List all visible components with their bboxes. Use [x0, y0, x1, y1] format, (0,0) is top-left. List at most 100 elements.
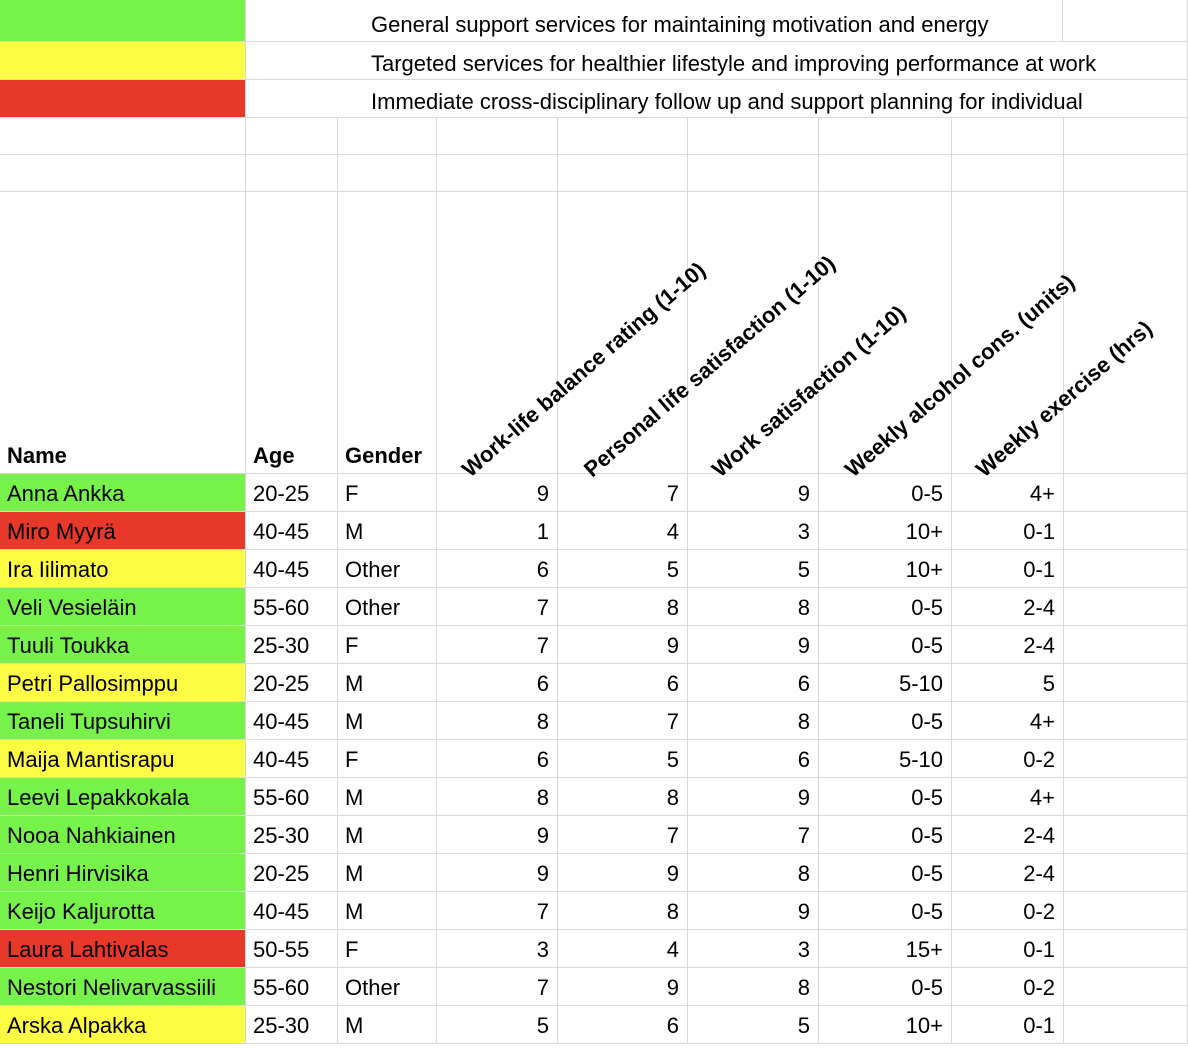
- table-row[interactable]: Keijo Kaljurotta 40-45 M 7 8 9 0-5 0-2: [0, 892, 1188, 930]
- cell[interactable]: [338, 155, 437, 192]
- cell[interactable]: [1064, 664, 1188, 702]
- table-row[interactable]: Laura Lahtivalas 50-55 F 3 4 3 15+ 0-1: [0, 930, 1188, 968]
- cell-worklife[interactable]: 8: [437, 702, 558, 740]
- cell-work[interactable]: 3: [688, 512, 819, 550]
- cell-name[interactable]: Nooa Nahkiainen: [0, 816, 246, 854]
- cell-alcohol[interactable]: 5-10: [819, 664, 952, 702]
- cell-alcohol[interactable]: 0-5: [819, 892, 952, 930]
- table-row[interactable]: Anna Ankka 20-25 F 9 7 9 0-5 4+: [0, 474, 1188, 512]
- cell-age[interactable]: 40-45: [246, 702, 338, 740]
- cell-exercise[interactable]: 2-4: [952, 588, 1064, 626]
- cell-gender[interactable]: Other: [338, 588, 437, 626]
- cell-personal[interactable]: 8: [558, 892, 688, 930]
- cell-worklife[interactable]: 6: [437, 550, 558, 588]
- cell-exercise[interactable]: 0-2: [952, 968, 1064, 1006]
- table-row[interactable]: Tuuli Toukka 25-30 F 7 9 9 0-5 2-4: [0, 626, 1188, 664]
- cell-name[interactable]: Laura Lahtivalas: [0, 930, 246, 968]
- cell[interactable]: [1064, 550, 1188, 588]
- table-row[interactable]: Petri Pallosimppu 20-25 M 6 6 6 5-10 5: [0, 664, 1188, 702]
- cell-personal[interactable]: 9: [558, 968, 688, 1006]
- cell-gender[interactable]: M: [338, 892, 437, 930]
- cell[interactable]: [952, 118, 1064, 155]
- cell-work[interactable]: 9: [688, 626, 819, 664]
- header-exercise[interactable]: [952, 192, 1064, 474]
- cell-name[interactable]: Tuuli Toukka: [0, 626, 246, 664]
- cell-age[interactable]: 40-45: [246, 550, 338, 588]
- cell-name[interactable]: Henri Hirvisika: [0, 854, 246, 892]
- cell[interactable]: [1064, 155, 1188, 192]
- cell[interactable]: [1064, 702, 1188, 740]
- cell[interactable]: [0, 118, 246, 155]
- cell-alcohol[interactable]: 15+: [819, 930, 952, 968]
- cell[interactable]: [1064, 854, 1188, 892]
- cell-personal[interactable]: 5: [558, 550, 688, 588]
- cell[interactable]: [558, 118, 688, 155]
- cell[interactable]: [1064, 740, 1188, 778]
- cell-worklife[interactable]: 3: [437, 930, 558, 968]
- cell-alcohol[interactable]: 0-5: [819, 816, 952, 854]
- cell-name[interactable]: Maija Mantisrapu: [0, 740, 246, 778]
- cell-gender[interactable]: M: [338, 664, 437, 702]
- cell-alcohol[interactable]: 10+: [819, 550, 952, 588]
- cell-personal[interactable]: 7: [558, 816, 688, 854]
- cell[interactable]: [952, 155, 1064, 192]
- cell[interactable]: [437, 155, 558, 192]
- cell-worklife[interactable]: 1: [437, 512, 558, 550]
- cell-alcohol[interactable]: 10+: [819, 1006, 952, 1044]
- legend-row[interactable]: General support services for maintaining…: [0, 0, 1188, 42]
- cell-name[interactable]: Anna Ankka: [0, 474, 246, 512]
- cell-name[interactable]: Miro Myyrä: [0, 512, 246, 550]
- cell[interactable]: [1064, 930, 1188, 968]
- cell-personal[interactable]: 7: [558, 702, 688, 740]
- cell-alcohol[interactable]: 5-10: [819, 740, 952, 778]
- cell-worklife[interactable]: 7: [437, 626, 558, 664]
- cell-exercise[interactable]: 0-1: [952, 930, 1064, 968]
- table-row[interactable]: Veli Vesieläin 55-60 Other 7 8 8 0-5 2-4: [0, 588, 1188, 626]
- cell-exercise[interactable]: 2-4: [952, 816, 1064, 854]
- cell[interactable]: [819, 118, 952, 155]
- cell-alcohol[interactable]: 10+: [819, 512, 952, 550]
- table-row[interactable]: Ira Iilimato 40-45 Other 6 5 5 10+ 0-1: [0, 550, 1188, 588]
- cell[interactable]: [1064, 1006, 1188, 1044]
- cell-worklife[interactable]: 5: [437, 1006, 558, 1044]
- cell-worklife[interactable]: 7: [437, 588, 558, 626]
- cell-work[interactable]: 8: [688, 702, 819, 740]
- empty-row[interactable]: [0, 118, 1188, 155]
- header-name[interactable]: Name: [0, 192, 246, 474]
- cell-gender[interactable]: M: [338, 778, 437, 816]
- table-row[interactable]: Nestori Nelivarvassiili 55-60 Other 7 9 8 0-5 0…: [0, 968, 1188, 1006]
- cell-personal[interactable]: 7: [558, 474, 688, 512]
- cell-alcohol[interactable]: 0-5: [819, 702, 952, 740]
- cell-work[interactable]: 5: [688, 1006, 819, 1044]
- legend-row[interactable]: Immediate cross-disciplinary follow up a…: [0, 80, 1188, 118]
- cell-personal[interactable]: 6: [558, 664, 688, 702]
- legend-row[interactable]: Targeted services for healthier lifestyl…: [0, 42, 1188, 80]
- cell-worklife[interactable]: 8: [437, 778, 558, 816]
- cell-exercise[interactable]: 0-2: [952, 740, 1064, 778]
- cell-exercise[interactable]: 4+: [952, 474, 1064, 512]
- cell-name[interactable]: Arska Alpakka: [0, 1006, 246, 1044]
- cell-age[interactable]: 55-60: [246, 778, 338, 816]
- table-row[interactable]: Leevi Lepakkokala 55-60 M 8 8 9 0-5 4+: [0, 778, 1188, 816]
- cell-gender[interactable]: F: [338, 474, 437, 512]
- legend-color-swatch[interactable]: [0, 42, 246, 80]
- table-row[interactable]: Taneli Tupsuhirvi 40-45 M 8 7 8 0-5 4+: [0, 702, 1188, 740]
- cell-work[interactable]: 9: [688, 778, 819, 816]
- cell-age[interactable]: 20-25: [246, 474, 338, 512]
- empty-row[interactable]: [0, 155, 1188, 192]
- cell-worklife[interactable]: 7: [437, 968, 558, 1006]
- cell-personal[interactable]: 8: [558, 778, 688, 816]
- cell-exercise[interactable]: 5: [952, 664, 1064, 702]
- cell[interactable]: [819, 155, 952, 192]
- cell-gender[interactable]: F: [338, 740, 437, 778]
- cell-age[interactable]: 25-30: [246, 816, 338, 854]
- header-alcohol[interactable]: [819, 192, 952, 474]
- legend-color-swatch[interactable]: [0, 80, 246, 118]
- cell-work[interactable]: 8: [688, 588, 819, 626]
- cell-worklife[interactable]: 9: [437, 854, 558, 892]
- cell-gender[interactable]: M: [338, 816, 437, 854]
- cell-personal[interactable]: 9: [558, 854, 688, 892]
- cell-alcohol[interactable]: 0-5: [819, 626, 952, 664]
- cell-exercise[interactable]: 2-4: [952, 854, 1064, 892]
